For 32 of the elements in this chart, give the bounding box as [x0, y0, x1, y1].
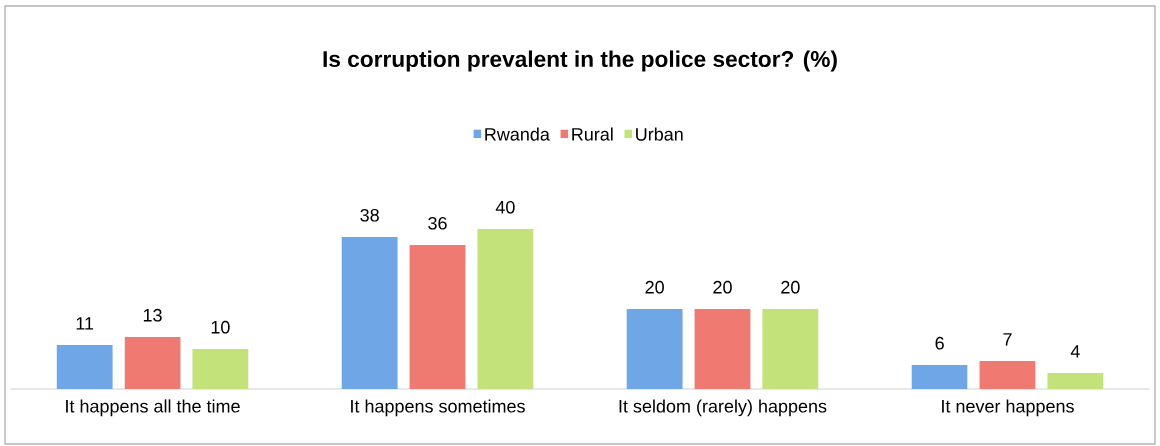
data-label: 11: [76, 317, 94, 330]
bar: [1047, 372, 1104, 389]
bar: [124, 336, 181, 389]
data-label: 40: [495, 200, 515, 214]
x-tick-label: It seldom (rarely) happens: [619, 399, 827, 417]
data-label: 38: [360, 208, 379, 222]
x-tick-label: It never happens: [942, 399, 1074, 417]
bar: [56, 344, 113, 389]
data-label: 36: [428, 216, 447, 230]
bar: [192, 348, 249, 389]
data-label: 6: [935, 336, 944, 350]
data-label: 20: [645, 280, 664, 294]
bar: [477, 229, 534, 389]
data-label: 20: [713, 280, 732, 294]
bar: [409, 245, 466, 389]
data-label: 4: [1070, 345, 1080, 358]
legend-label: Urban: [636, 127, 683, 141]
data-label: 13: [143, 308, 162, 322]
data-label: 10: [211, 320, 230, 334]
bar: [626, 308, 683, 389]
bar: [911, 364, 968, 389]
x-tick-label: It happens sometimes: [351, 399, 525, 417]
bar: [979, 360, 1036, 389]
x-tick-label: It happens all the time: [66, 399, 240, 417]
data-label: 20: [781, 280, 800, 294]
bar: [341, 237, 398, 389]
data-label: 7: [1003, 333, 1012, 346]
bar: [762, 308, 819, 389]
bar: [694, 308, 751, 389]
legend-label: Rwanda: [485, 127, 550, 141]
chart-title: Is corruption prevalent in the police sector? (%): [323, 50, 837, 72]
legend-label: Rural: [572, 127, 613, 141]
